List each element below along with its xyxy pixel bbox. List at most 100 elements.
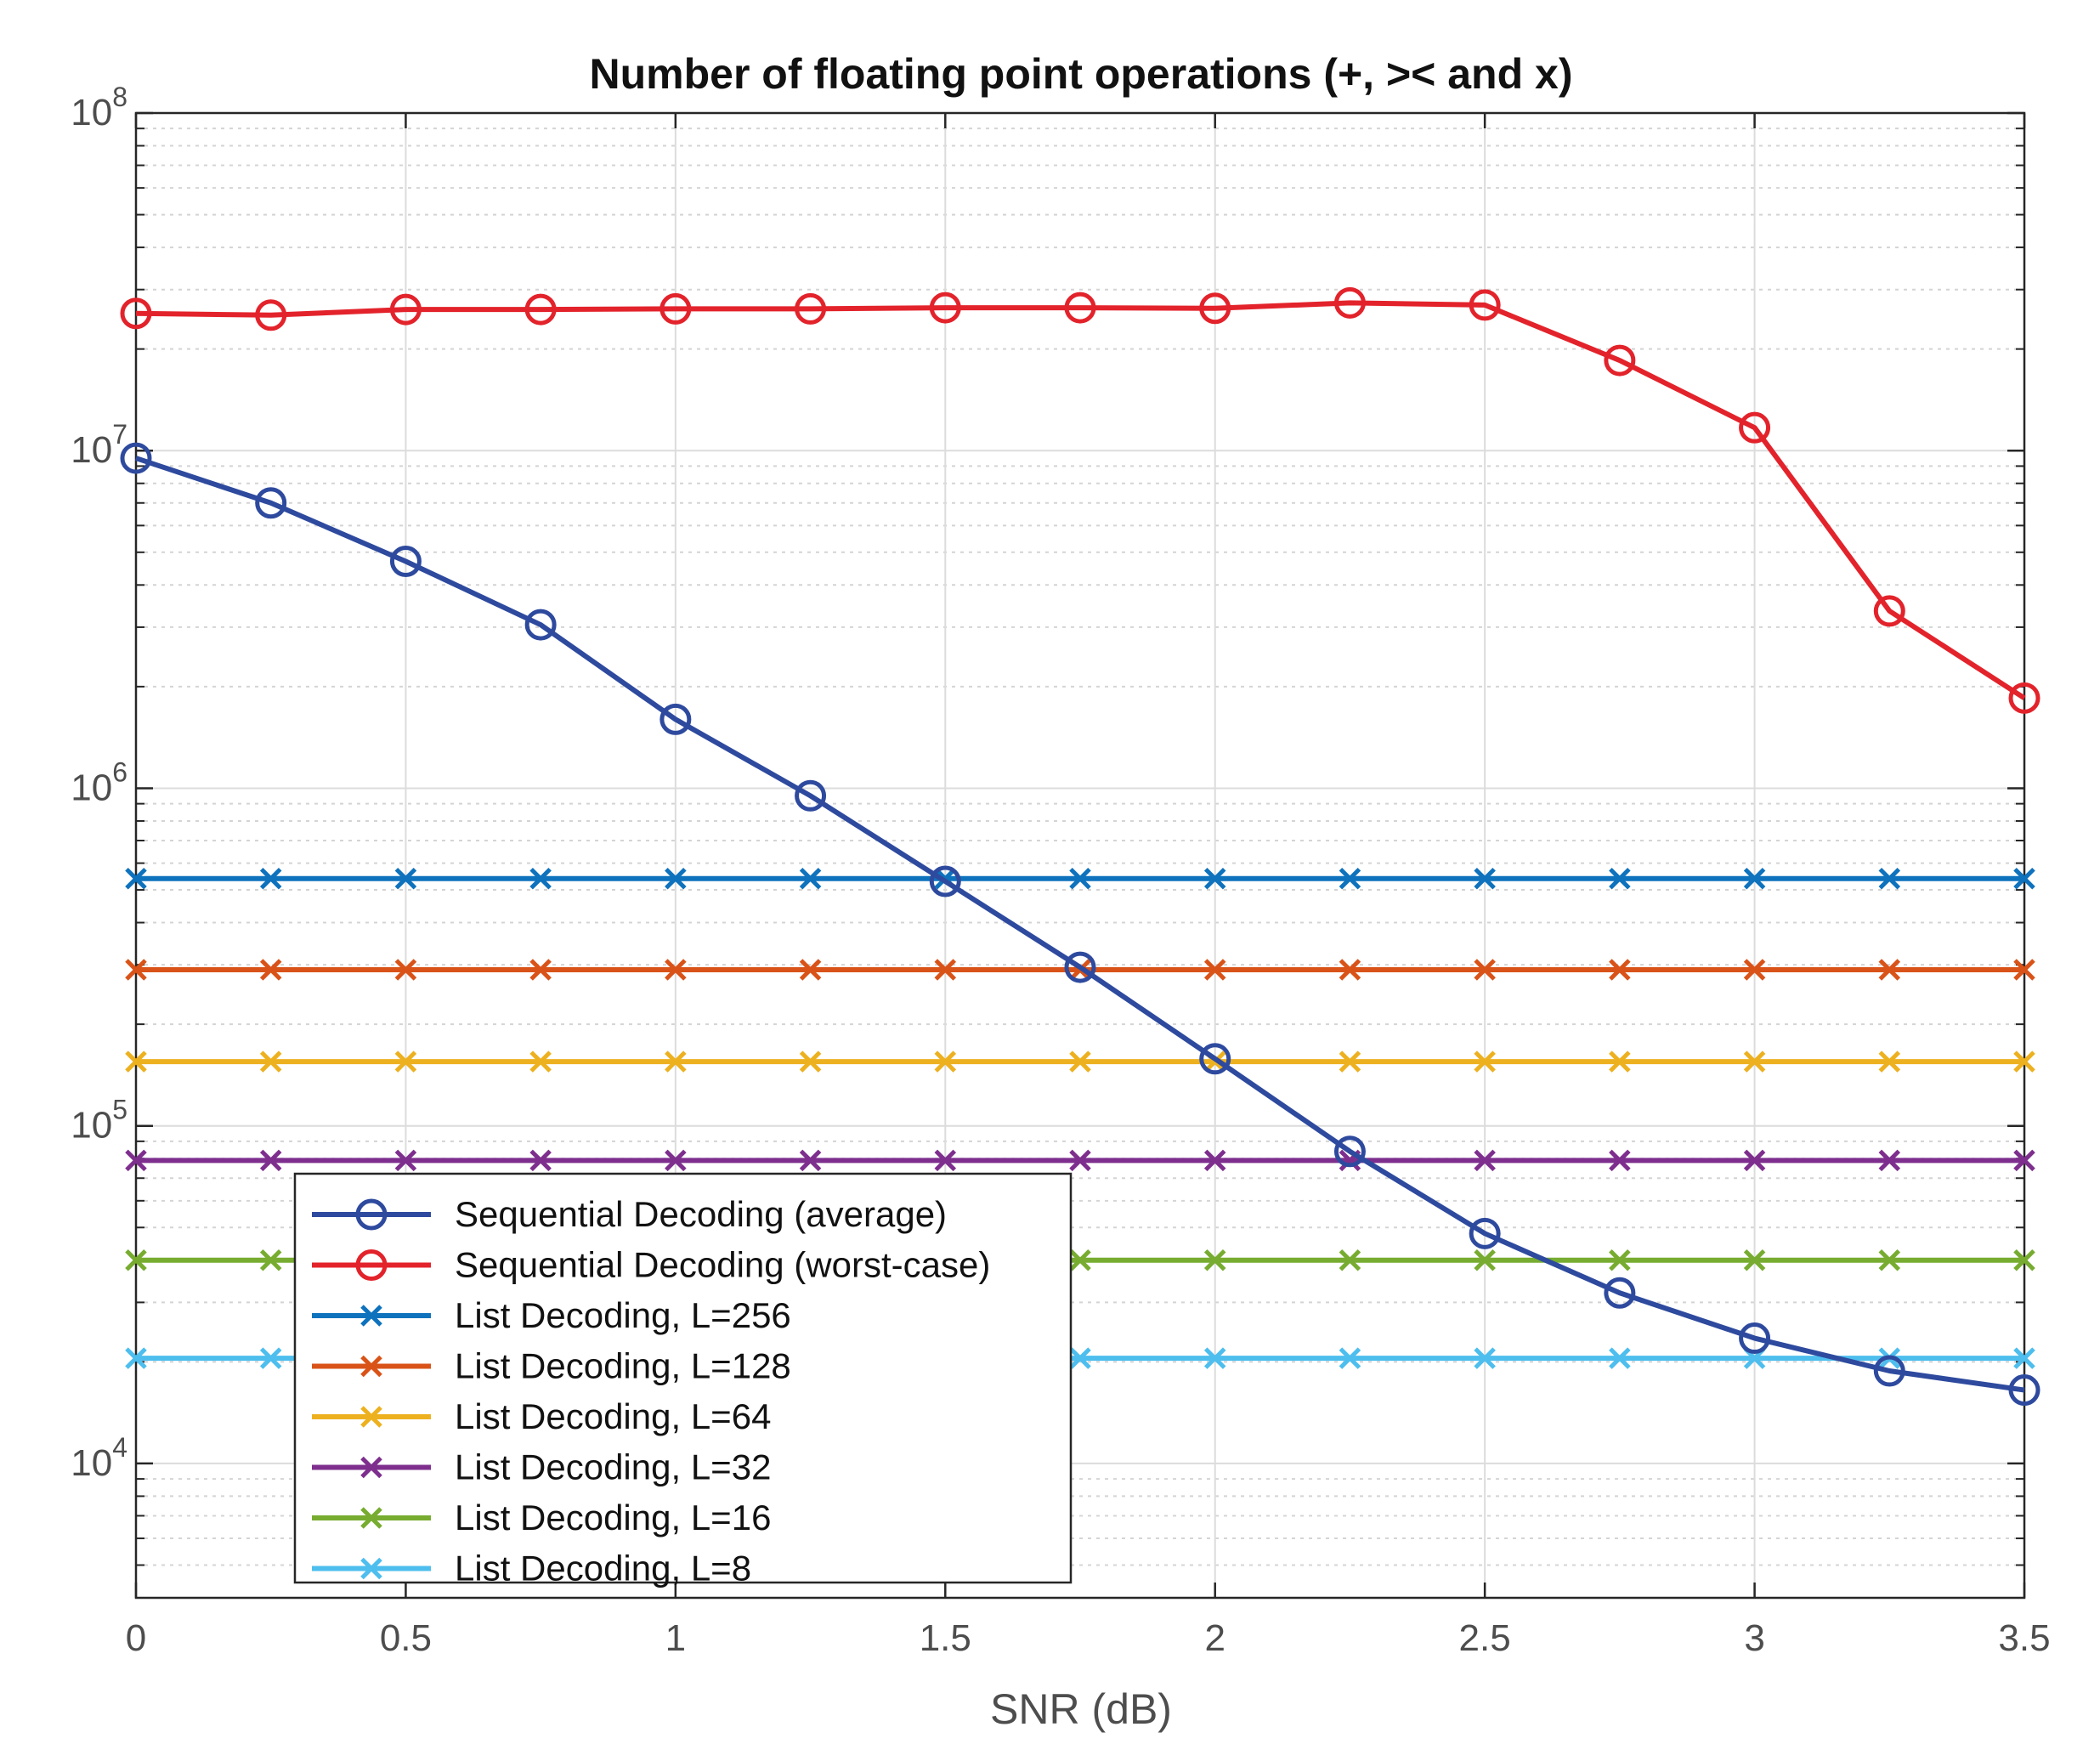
data-point xyxy=(524,609,557,641)
data-point xyxy=(259,1050,282,1073)
data-point xyxy=(1474,1347,1496,1369)
data-point xyxy=(1878,1249,1901,1271)
data-point xyxy=(1199,1043,1231,1075)
marker-x-stroke xyxy=(1203,1249,1226,1271)
data-point xyxy=(524,293,557,326)
data-point xyxy=(1609,1149,1631,1172)
data-point xyxy=(529,867,552,890)
marker-x-stroke xyxy=(1339,1347,1361,1369)
data-point xyxy=(799,959,822,981)
data-point xyxy=(1743,959,1766,981)
marker-x-stroke xyxy=(1609,1050,1631,1073)
y-tick-exponent: 6 xyxy=(112,756,127,787)
marker-x-stroke xyxy=(1743,1249,1766,1271)
data-point xyxy=(1873,1355,1905,1387)
series-line xyxy=(135,300,2026,700)
chart-title: Number of floating point operations (+, … xyxy=(589,50,1572,98)
marker-x-stroke xyxy=(1878,867,1901,890)
marker-x-stroke xyxy=(125,1149,147,1172)
data-point xyxy=(125,1249,147,1271)
marker-x-stroke xyxy=(529,1050,552,1073)
data-point xyxy=(1069,1249,1091,1271)
marker-x-stroke xyxy=(1474,959,1496,981)
marker-x-stroke xyxy=(2013,959,2035,981)
data-point xyxy=(929,865,961,897)
data-point xyxy=(1069,867,1091,890)
y-tick-label: 107 xyxy=(71,419,127,471)
y-tick-exponent: 4 xyxy=(112,1432,127,1463)
legend-marker xyxy=(360,1305,382,1327)
marker-x-stroke xyxy=(934,1149,957,1172)
marker-x-stroke xyxy=(1069,1050,1091,1073)
marker-x-stroke xyxy=(1069,867,1091,890)
x-tick-label: 1 xyxy=(665,1617,686,1659)
legend-entry: Sequential Decoding (average) xyxy=(312,1194,947,1234)
marker-x-stroke xyxy=(1339,1249,1361,1271)
legend-label: List Decoding, L=8 xyxy=(455,1549,751,1588)
data-point xyxy=(2008,1374,2041,1407)
marker-x-stroke xyxy=(799,867,822,890)
data-point xyxy=(2013,1347,2035,1369)
marker-x-stroke xyxy=(665,1149,687,1172)
legend-entry: List Decoding, L=16 xyxy=(312,1498,771,1537)
y-tick-base: 10 xyxy=(71,1105,112,1147)
data-point xyxy=(394,867,417,890)
marker-x-stroke xyxy=(1609,1347,1631,1369)
legend-marker xyxy=(360,1406,382,1428)
data-point xyxy=(665,867,687,890)
legend-label: List Decoding, L=32 xyxy=(455,1447,771,1487)
legend-entry: List Decoding, L=32 xyxy=(312,1447,771,1487)
y-tick-label: 106 xyxy=(71,756,127,808)
marker-x-stroke xyxy=(259,1050,282,1073)
marker-x-stroke xyxy=(360,1507,382,1529)
data-point xyxy=(1743,1249,1766,1271)
marker-x-stroke xyxy=(125,1249,147,1271)
data-point xyxy=(1739,411,1771,444)
data-point xyxy=(665,959,687,981)
data-point xyxy=(2013,1249,2035,1271)
data-point xyxy=(1604,344,1636,377)
data-point xyxy=(125,867,147,890)
marker-x-stroke xyxy=(1878,1149,1901,1172)
data-point xyxy=(799,1149,822,1172)
data-point xyxy=(2013,1050,2035,1073)
marker-x-stroke xyxy=(1743,867,1766,890)
data-point xyxy=(1203,1149,1226,1172)
data-point xyxy=(1339,1249,1361,1271)
y-tick-exponent: 5 xyxy=(112,1095,127,1125)
marker-x-stroke xyxy=(1878,1050,1901,1073)
data-point xyxy=(1333,286,1366,319)
legend-entry: List Decoding, L=64 xyxy=(312,1396,771,1436)
data-point xyxy=(259,1249,282,1271)
data-point xyxy=(255,487,287,519)
marker-x-stroke xyxy=(799,959,822,981)
legend-entry: List Decoding, L=256 xyxy=(312,1295,791,1335)
marker-x-stroke xyxy=(1878,1249,1901,1271)
data-point xyxy=(259,867,282,890)
data-point xyxy=(1339,1050,1361,1073)
data-point xyxy=(1474,1149,1496,1172)
data-point xyxy=(1203,867,1226,890)
marker-x-stroke xyxy=(1474,1149,1496,1172)
marker-x-stroke xyxy=(394,867,417,890)
marker-x-stroke xyxy=(1474,1050,1496,1073)
y-tick-base: 10 xyxy=(71,92,112,133)
marker-x-stroke xyxy=(259,959,282,981)
x-axis-label: SNR (dB) xyxy=(990,1685,1172,1733)
y-tick-exponent: 8 xyxy=(112,82,127,112)
data-point xyxy=(529,1149,552,1172)
data-point xyxy=(1474,1050,1496,1073)
legend-label: List Decoding, L=64 xyxy=(455,1396,771,1436)
data-point xyxy=(799,1050,822,1073)
marker-x-stroke xyxy=(1743,1149,1766,1172)
data-point xyxy=(1743,1149,1766,1172)
series-2 xyxy=(120,286,2041,714)
data-point xyxy=(1878,867,1901,890)
data-point xyxy=(1609,1347,1631,1369)
marker-x-stroke xyxy=(125,867,147,890)
data-point xyxy=(1203,1347,1226,1369)
marker-x-stroke xyxy=(1203,867,1226,890)
legend-label: Sequential Decoding (average) xyxy=(455,1194,947,1234)
marker-x-stroke xyxy=(125,959,147,981)
